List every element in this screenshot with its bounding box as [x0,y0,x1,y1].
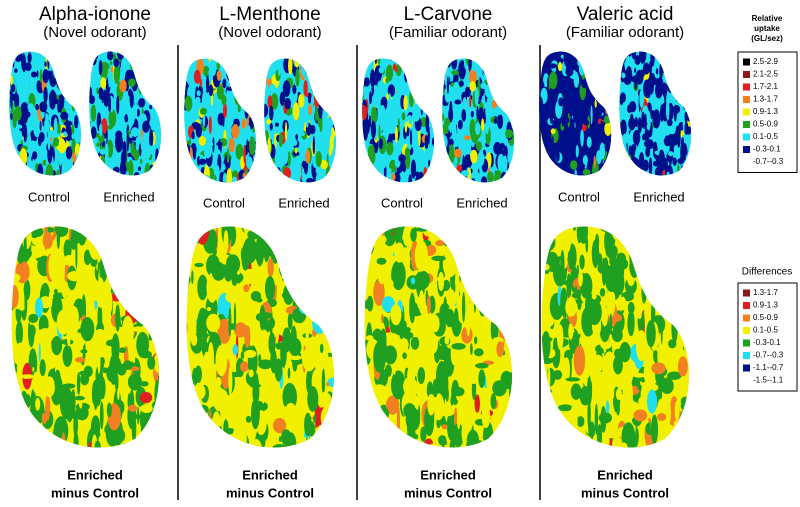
legend-swatch [743,84,750,91]
legend-swatch [743,315,750,322]
column-title: Alpha-ionone [39,4,151,25]
legend-swatch [743,59,750,66]
heatmap [357,47,441,194]
label: Control [558,189,600,204]
heatmap [3,39,87,188]
heatmap [180,49,262,192]
legend-label: 0.9-1.3 [753,301,778,310]
column-title: L-Menthone [219,4,320,25]
bottom-label: Enriched [420,467,476,482]
heatmap [1,213,174,469]
legend-label: 0.1-0.5 [753,132,778,141]
legend-title: Differences [742,267,792,278]
legend-label: 0.1-0.5 [753,326,778,335]
bottom-label: Enriched [242,467,298,482]
legend-title: Relative [752,14,783,23]
heatmap [437,46,522,195]
legend-label: -1.5--1.1 [753,376,784,385]
legend-label: -0.3-0.1 [753,338,781,347]
legend-label: 0.5-0.9 [753,120,778,129]
bottom-label: minus Control [404,485,492,500]
legend-label: -0.3-0.1 [753,145,781,154]
bottom-label: minus Control [226,485,314,500]
legend-title: (GL/sez) [751,34,783,43]
column-subtitle: (Familiar odorant) [389,24,507,41]
label: Enriched [633,189,684,204]
heatmap [84,40,167,185]
label: Enriched [278,195,329,210]
legend-swatch [743,159,750,166]
legend-label: 1.3-1.7 [753,95,778,104]
column-subtitle: (Novel odorant) [218,24,321,41]
legend-swatch [743,290,750,297]
legend-label: -0.7--0.3 [753,351,784,360]
legend-swatch [743,352,750,359]
heatmap [354,206,525,468]
legend-swatch [743,365,750,372]
legend-swatch [743,327,750,334]
legend-swatch [743,71,750,78]
heatmap [260,46,344,194]
legend-swatch [743,121,750,128]
legend-swatch [743,377,750,384]
bottom-label: Enriched [597,467,653,482]
bottom-label: minus Control [581,485,669,500]
heatmap [534,41,619,186]
legend-swatch [743,340,750,347]
label: Enriched [456,195,507,210]
column-title: L-Carvone [404,4,493,25]
legend-swatch [743,302,750,309]
heatmap [177,205,348,467]
legend-swatch [743,96,750,103]
column-subtitle: (Familiar odorant) [566,24,684,41]
column-title: Valeric acid [577,4,674,25]
bottom-label: Enriched [67,467,123,482]
heatmap [615,41,698,186]
legend-swatch [743,134,750,141]
legend-label: 1.7-2.1 [753,82,778,91]
heatmap [532,212,702,468]
legend-label: 0.5-0.9 [753,313,778,322]
legend-label: 0.9-1.3 [753,107,778,116]
legend-title: uptake [754,24,780,33]
legend-swatch [743,109,750,116]
label: Control [28,189,70,204]
legend-label: 2.5-2.9 [753,57,778,66]
legend-swatch [743,146,750,153]
label: Control [381,195,423,210]
bottom-label: minus Control [51,485,139,500]
legend-label: -1.1--0.7 [753,363,784,372]
legend-label: 2.1-2.5 [753,70,778,79]
legend-label: 1.3-1.7 [753,288,778,297]
column-subtitle: (Novel odorant) [43,24,146,41]
label: Enriched [103,189,154,204]
legend-label: -0.7--0.3 [753,157,784,166]
label: Control [203,195,245,210]
